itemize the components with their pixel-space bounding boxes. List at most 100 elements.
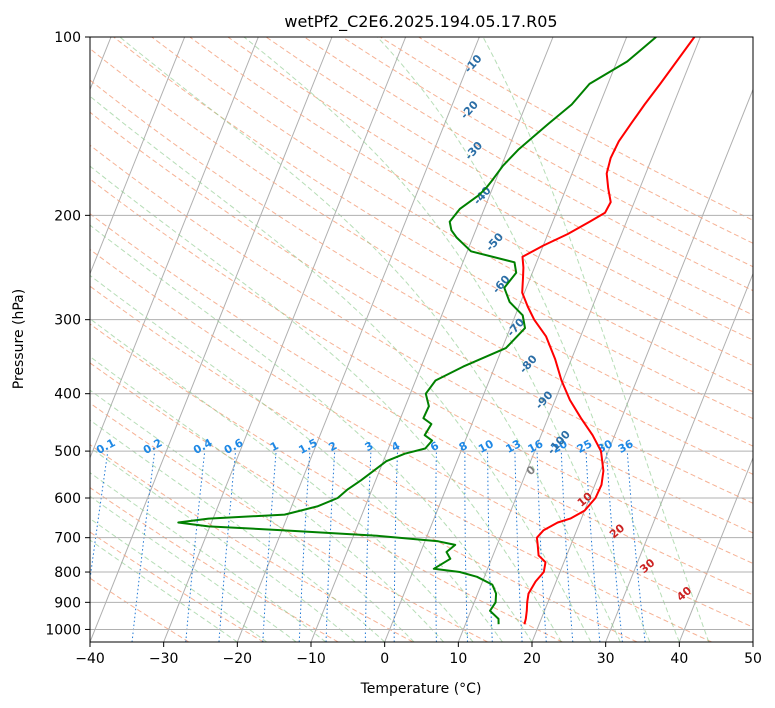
dry-adiabat xyxy=(151,37,753,393)
moist-adiabat-label: -40 xyxy=(471,184,494,208)
x-tick-label: −40 xyxy=(75,651,105,667)
mixing-ratio-label: 3 xyxy=(363,439,376,454)
mixing-ratio-label: 4 xyxy=(389,439,402,454)
mixing-ratio-line xyxy=(585,451,601,642)
y-tick-label: 800 xyxy=(54,565,81,581)
dry-adiabat xyxy=(90,487,339,642)
x-axis-label: Temperature (°C) xyxy=(360,681,482,697)
moist-adiabat-label: -50 xyxy=(483,230,506,254)
mixing-ratio-label: 20 xyxy=(550,437,570,456)
y-tick-label: 100 xyxy=(54,30,81,46)
moist-adiabat xyxy=(90,224,533,642)
mixing-ratio-label: 0.2 xyxy=(141,436,164,457)
y-tick-label: 500 xyxy=(54,444,81,460)
dry-adiabat xyxy=(90,402,488,642)
dry-adiabat xyxy=(90,531,264,642)
mixing-ratio-line xyxy=(90,451,109,584)
isotherm xyxy=(752,640,753,642)
moist-adiabat-label: -90 xyxy=(533,388,556,412)
x-tick-label: 50 xyxy=(744,651,762,667)
x-tick-label: 10 xyxy=(449,651,467,667)
dry-adiabat xyxy=(418,37,753,221)
dry-adiabat-label: 40 xyxy=(674,584,694,604)
y-tick-label: 1000 xyxy=(45,622,81,638)
dry-adiabat xyxy=(90,323,638,642)
mixing-ratio-label: 36 xyxy=(616,437,636,456)
x-tick-label: 0 xyxy=(380,651,389,667)
dry-adiabat xyxy=(342,37,753,268)
dry-adiabat xyxy=(90,79,753,475)
mixing-ratio-label: 8 xyxy=(457,439,470,454)
x-tick-label: −30 xyxy=(149,651,179,667)
isotherm xyxy=(163,37,407,642)
x-tick-label: 20 xyxy=(523,651,541,667)
moist-adiabat xyxy=(119,37,621,642)
moist-adiabat xyxy=(90,389,415,642)
y-tick-label: 900 xyxy=(54,595,81,611)
isotherm xyxy=(678,456,753,642)
mixing-ratio-line xyxy=(514,451,523,642)
isotherm xyxy=(605,272,753,642)
mixing-ratio-label: 2 xyxy=(326,439,339,454)
isotherm xyxy=(236,37,480,642)
dry-adiabat xyxy=(265,37,753,316)
moist-adiabat xyxy=(90,165,562,642)
mixing-ratio-line xyxy=(606,451,623,642)
mixing-ratio-label: 1.5 xyxy=(296,436,319,457)
y-tick-label: 400 xyxy=(54,387,81,403)
dewpoint-profile-line xyxy=(177,37,657,625)
moist-adiabat xyxy=(90,274,503,642)
x-tick-label: −20 xyxy=(223,651,253,667)
dry-adiabat-label: 0 xyxy=(524,463,538,478)
moist-adiabat xyxy=(482,37,710,642)
mixing-ratio-line xyxy=(464,451,468,642)
mixing-ratio-label: 25 xyxy=(575,437,595,456)
moist-adiabat-label: -20 xyxy=(458,98,481,122)
moist-adiabat xyxy=(90,318,474,642)
plot-frame xyxy=(89,36,754,643)
mixing-ratio-line xyxy=(435,451,437,642)
isotherm xyxy=(90,37,259,460)
x-tick-label: 30 xyxy=(597,651,615,667)
moist-adiabat xyxy=(90,446,356,642)
moist-adiabat xyxy=(90,517,268,642)
isotherm xyxy=(531,88,753,642)
moist-adiabat-label: -80 xyxy=(517,352,540,376)
isotherm xyxy=(457,37,701,642)
moist-adiabat xyxy=(90,495,297,642)
x-tick-label: 40 xyxy=(670,651,688,667)
temperature-profile-line xyxy=(521,37,696,625)
chart-title: wetPf2_C2E6.2025.194.05.17.R05 xyxy=(284,12,557,32)
y-tick-label: 700 xyxy=(54,531,81,547)
dry-adiabat xyxy=(90,577,190,642)
dry-adiabat xyxy=(90,248,753,628)
moist-adiabat xyxy=(90,356,444,642)
mixing-ratio-label: 13 xyxy=(504,437,524,456)
dry-adiabat xyxy=(90,444,414,642)
dry-adiabat xyxy=(90,213,753,596)
mixing-ratio-line xyxy=(131,451,156,642)
mixing-ratio-label: 0.6 xyxy=(222,436,246,457)
mixing-ratio-line xyxy=(218,451,237,642)
dry-adiabat-label: 30 xyxy=(637,556,657,576)
mixing-ratio-label: 10 xyxy=(476,437,496,456)
dry-adiabat xyxy=(113,37,753,420)
mixing-ratio-line xyxy=(185,451,206,642)
dry-adiabat-label: 20 xyxy=(607,521,627,541)
isotherm xyxy=(90,37,186,276)
moist-adiabat-label: -30 xyxy=(462,139,485,163)
isotherm xyxy=(384,37,628,642)
dry-adiabat xyxy=(227,37,753,341)
moist-adiabat xyxy=(243,37,651,642)
mixing-ratio-label: 1 xyxy=(268,439,281,454)
mixing-ratio-line xyxy=(560,451,574,642)
isotherm xyxy=(90,37,333,642)
dry-adiabat xyxy=(90,178,753,565)
dry-adiabat xyxy=(90,111,753,504)
dry-adiabat xyxy=(90,362,563,642)
moist-adiabat xyxy=(90,95,592,642)
y-axis-label: Pressure (hPa) xyxy=(11,289,27,389)
mixing-ratio-line xyxy=(325,451,336,642)
y-tick-label: 300 xyxy=(54,313,81,329)
